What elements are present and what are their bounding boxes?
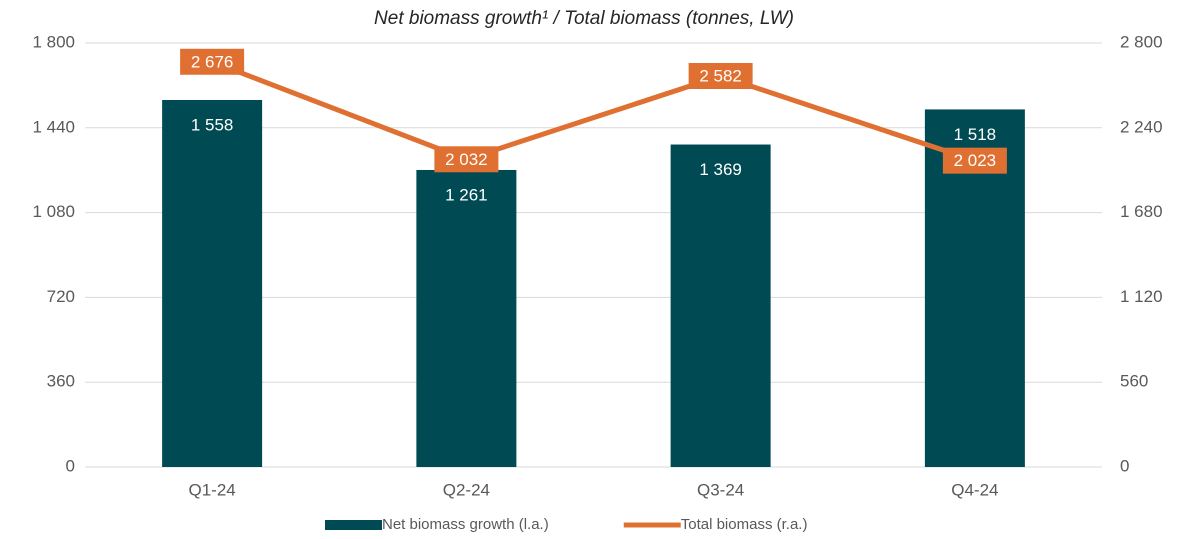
y2-tick-label: 1 680: [1120, 202, 1163, 221]
legend-label: Total biomass (r.a.): [681, 516, 808, 533]
line-label-box: [180, 48, 245, 75]
line-value-label: 2 582: [699, 66, 742, 85]
bar-value-label: 1 518: [954, 125, 997, 144]
bar-value-label: 1 261: [445, 185, 488, 204]
y-tick-label: 360: [47, 372, 75, 391]
y-tick-label: 720: [47, 287, 75, 306]
x-tick-label: Q4-24: [951, 480, 998, 499]
y2-tick-label: 1 120: [1120, 287, 1163, 306]
x-tick-label: Q1-24: [189, 480, 236, 499]
y2-tick-label: 560: [1120, 372, 1148, 391]
line-value-label: 2 023: [954, 151, 997, 170]
line-value-label: 2 032: [445, 150, 488, 169]
legend-swatch: [325, 520, 382, 530]
bar: [670, 144, 771, 467]
y2-tick-label: 2 800: [1120, 32, 1163, 51]
x-tick-label: Q3-24: [697, 480, 744, 499]
line-label-box: [688, 63, 753, 90]
y-tick-label: 1 080: [32, 202, 75, 221]
chart-title: Net biomass growth¹ / Total biomass (ton…: [374, 8, 794, 29]
y-tick-label: 1 440: [32, 117, 75, 136]
line-label-box: [942, 147, 1007, 174]
line: [211, 59, 976, 164]
line-value-label: 2 676: [191, 52, 234, 71]
line-label-box: [434, 146, 499, 173]
bar-value-label: 1 558: [191, 115, 234, 134]
y-tick-label: 0: [66, 456, 75, 475]
y2-tick-label: 2 240: [1120, 117, 1163, 136]
legend-label: Net biomass growth (l.a.): [382, 516, 549, 533]
y2-tick-label: 0: [1120, 456, 1129, 475]
bar: [162, 100, 263, 467]
y-tick-label: 1 800: [32, 32, 75, 51]
bar-value-label: 1 369: [699, 160, 742, 179]
bar: [416, 169, 517, 467]
x-tick-label: Q2-24: [443, 480, 490, 499]
